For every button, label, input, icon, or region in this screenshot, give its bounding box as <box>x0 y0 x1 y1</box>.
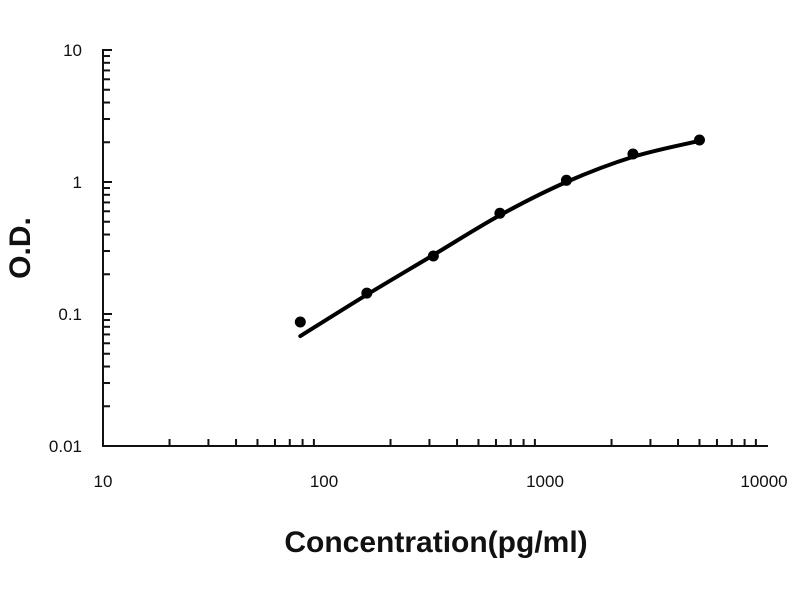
plot-marks <box>294 134 705 339</box>
data-point <box>361 287 373 299</box>
y-tick-label: 0.1 <box>58 305 82 324</box>
data-point <box>294 316 306 328</box>
data-point <box>560 174 572 186</box>
x-tick-label: 10 <box>94 472 113 491</box>
y-tick-label: 0.01 <box>49 437 82 456</box>
x-axis-label: Concentration(pg/ml) <box>284 526 587 559</box>
y-axis-label: O.D. <box>4 217 37 279</box>
x-tick-label: 100 <box>310 472 338 491</box>
fit-curve <box>298 138 702 339</box>
data-point <box>494 207 506 219</box>
axes <box>102 49 768 447</box>
data-point <box>627 148 639 160</box>
data-point <box>693 134 705 146</box>
x-tick-label: 1000 <box>526 472 564 491</box>
y-tick-label: 10 <box>63 41 82 60</box>
x-tick-labels: 10 100 1000 10000 <box>94 472 788 491</box>
y-tick-label: 1 <box>73 173 82 192</box>
x-tick-label: 10000 <box>740 472 787 491</box>
data-point <box>427 250 439 262</box>
y-tick-labels: 0.01 0.1 1 10 <box>49 41 82 456</box>
